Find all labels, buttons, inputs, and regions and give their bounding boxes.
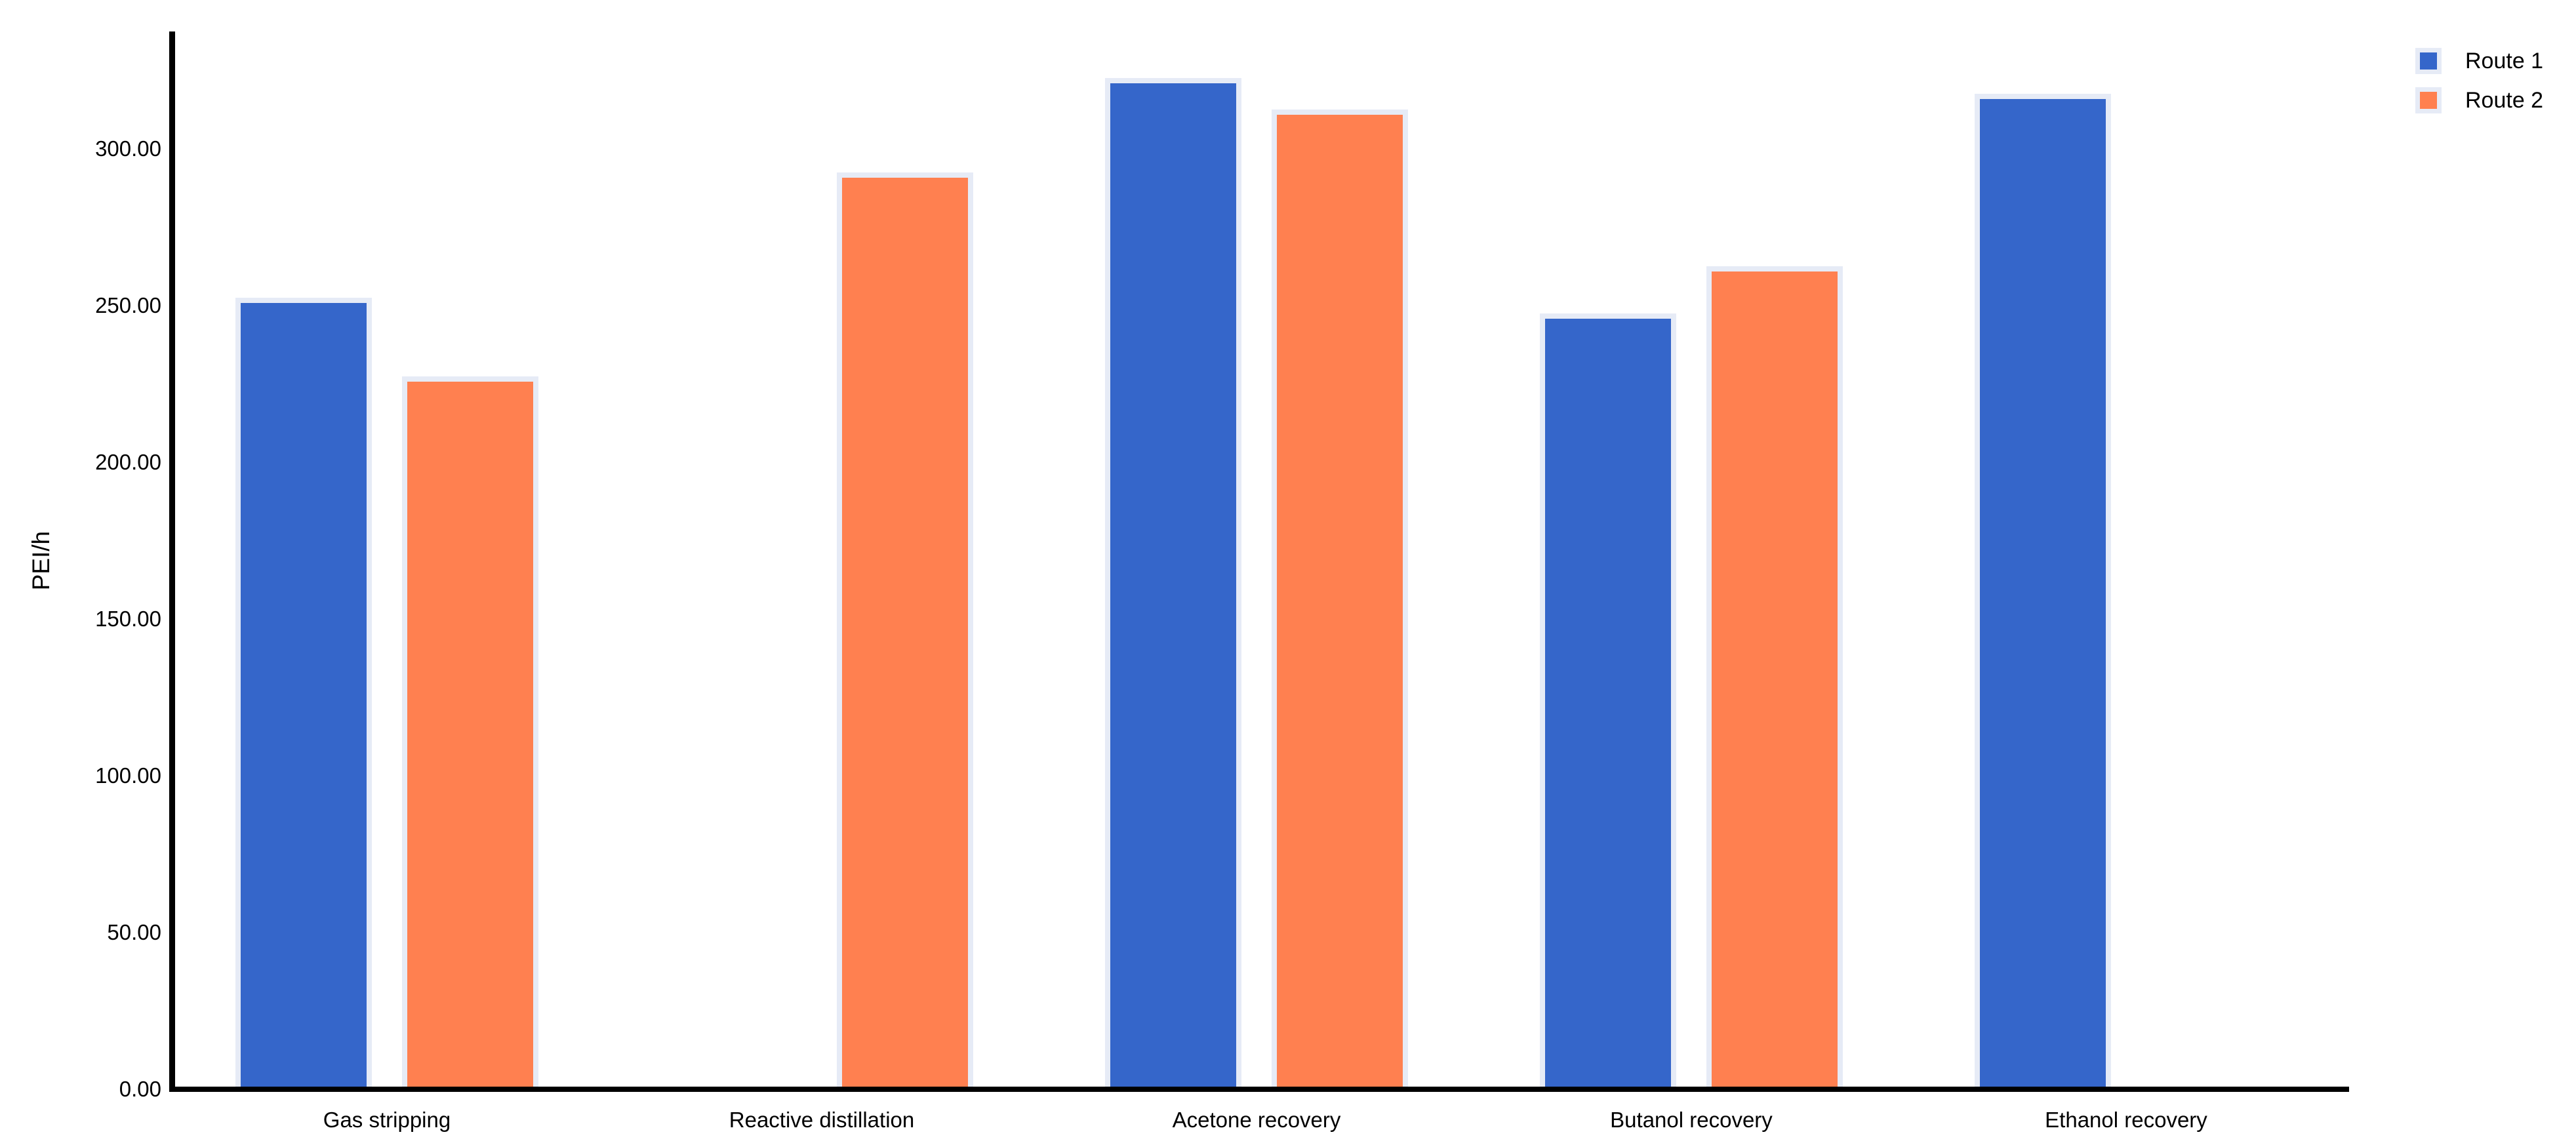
y-tick-label: 250.00: [95, 293, 161, 317]
legend-label: Route 2: [2465, 87, 2544, 113]
bar-fill: [1980, 99, 2106, 1087]
bar-fill: [1545, 318, 1671, 1087]
y-tick-label: 200.00: [95, 450, 161, 474]
bar-fill: [1712, 271, 1838, 1087]
y-tick-label: 0.00: [119, 1077, 161, 1101]
legend-item-route-1: Route 1: [2415, 48, 2543, 74]
bar-route-2-reactive-distillation: [837, 172, 973, 1087]
bar-route-2-acetone-recovery: [1272, 110, 1408, 1087]
bar-route-2-gas-stripping: [402, 376, 538, 1087]
route-2-swatch-icon: [2420, 92, 2437, 109]
legend-swatch-bg: [2415, 87, 2442, 113]
legend: Route 1 Route 2: [2415, 48, 2543, 113]
bar-fill: [1277, 115, 1403, 1087]
y-tick-label: 300.00: [95, 136, 161, 161]
y-tick-label: 150.00: [95, 607, 161, 631]
legend-item-route-2: Route 2: [2415, 87, 2543, 113]
x-category-label: Ethanol recovery: [2045, 1108, 2207, 1132]
legend-label: Route 1: [2465, 48, 2544, 73]
bar-route-1-gas-stripping: [235, 298, 372, 1087]
route-1-swatch-icon: [2420, 52, 2437, 70]
bar-fill: [1110, 83, 1236, 1087]
bar-fill: [241, 303, 367, 1087]
bar-fill: [407, 381, 533, 1087]
bar-route-1-butanol-recovery: [1540, 313, 1676, 1087]
bar-fill: [842, 177, 968, 1087]
legend-swatch-bg: [2415, 48, 2442, 74]
y-tick-label: 100.00: [95, 763, 161, 788]
x-category-label: Reactive distillation: [729, 1108, 915, 1132]
bar-route-2-butanol-recovery: [1706, 266, 1843, 1087]
x-axis-line: [169, 1087, 2349, 1092]
x-category-label: Gas stripping: [323, 1108, 451, 1132]
x-category-label: Butanol recovery: [1610, 1108, 1773, 1132]
y-tick-label: 50.00: [107, 920, 161, 944]
y-axis-line: [169, 31, 175, 1092]
bar-route-1-acetone-recovery: [1105, 78, 1241, 1087]
bar-route-1-ethanol-recovery: [1975, 94, 2111, 1087]
x-category-label: Acetone recovery: [1172, 1108, 1341, 1132]
